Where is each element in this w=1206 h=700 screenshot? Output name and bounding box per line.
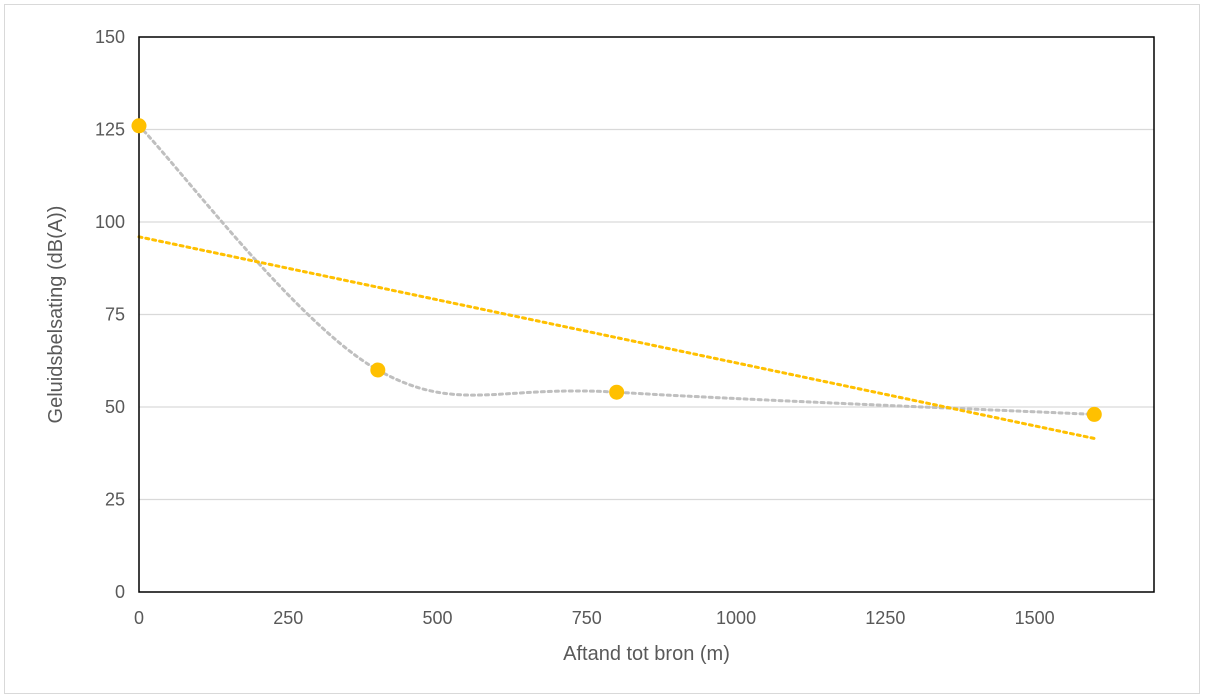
trendline: [137, 235, 1096, 440]
y-tick-label: 50: [105, 397, 125, 417]
x-tick-label: 1000: [716, 608, 756, 628]
y-tick-label: 0: [115, 582, 125, 602]
y-tick-label: 25: [105, 490, 125, 510]
data-point-2: [609, 384, 625, 400]
data-point-0: [131, 118, 147, 134]
x-tick-label: 250: [273, 608, 303, 628]
chart-frame: [4, 4, 1200, 694]
x-axis-ticks: 0 250 500 750 1000 1250 1500: [134, 608, 1055, 628]
y-axis-ticks: 0 25 50 75 100 125 150: [95, 27, 125, 602]
y-tick-label: 150: [95, 27, 125, 47]
series-smooth-line: [137, 124, 1096, 416]
smooth-series-line: [137, 124, 1096, 416]
y-tick-label: 125: [95, 120, 125, 140]
x-tick-label: 0: [134, 608, 144, 628]
x-tick-label: 750: [572, 608, 602, 628]
data-point-3: [1086, 406, 1102, 422]
gridlines: [139, 128, 1154, 501]
data-point-1: [370, 362, 386, 378]
x-tick-label: 500: [423, 608, 453, 628]
y-tick-label: 75: [105, 305, 125, 325]
y-tick-label: 100: [95, 212, 125, 232]
x-axis-title: Aftand tot bron (m): [563, 643, 730, 665]
linear-trendline: [137, 235, 1096, 440]
data-points: [131, 118, 1102, 422]
y-axis-title: Geluidsbelsating (dB(A)): [45, 206, 67, 424]
x-tick-label: 1500: [1015, 608, 1055, 628]
x-tick-label: 1250: [865, 608, 905, 628]
plot-area-border: [138, 36, 1155, 593]
